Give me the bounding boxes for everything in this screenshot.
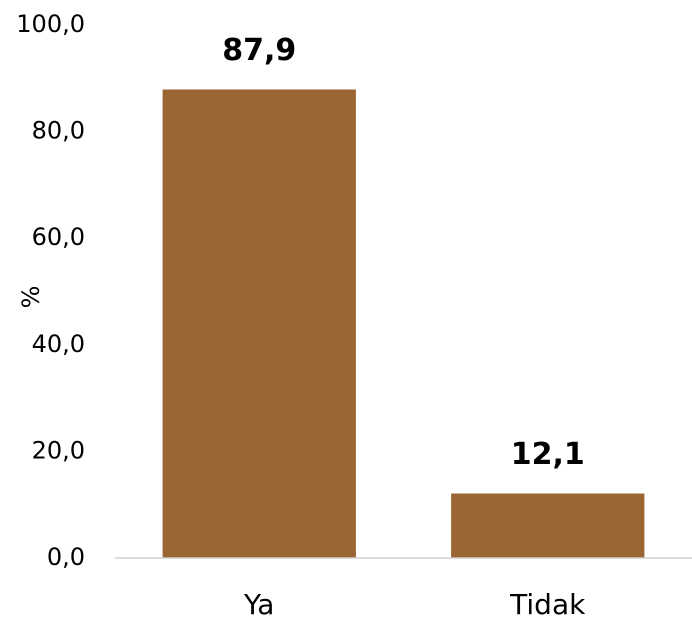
y-tick-label: 20,0 (32, 436, 85, 464)
bar (451, 493, 645, 558)
bar (162, 89, 356, 559)
x-tick-label: Ya (243, 588, 274, 619)
data-label: 12,1 (511, 437, 585, 472)
y-tick-label: 0,0 (47, 543, 85, 571)
x-tick-label: Tidak (509, 588, 586, 619)
data-label: 87,9 (222, 33, 296, 68)
y-tick-label: 100,0 (16, 10, 85, 38)
y-tick-label: 40,0 (32, 330, 85, 358)
y-axis-label: % (17, 286, 45, 309)
y-tick-label: 60,0 (32, 223, 85, 251)
y-tick-label: 80,0 (32, 117, 85, 145)
